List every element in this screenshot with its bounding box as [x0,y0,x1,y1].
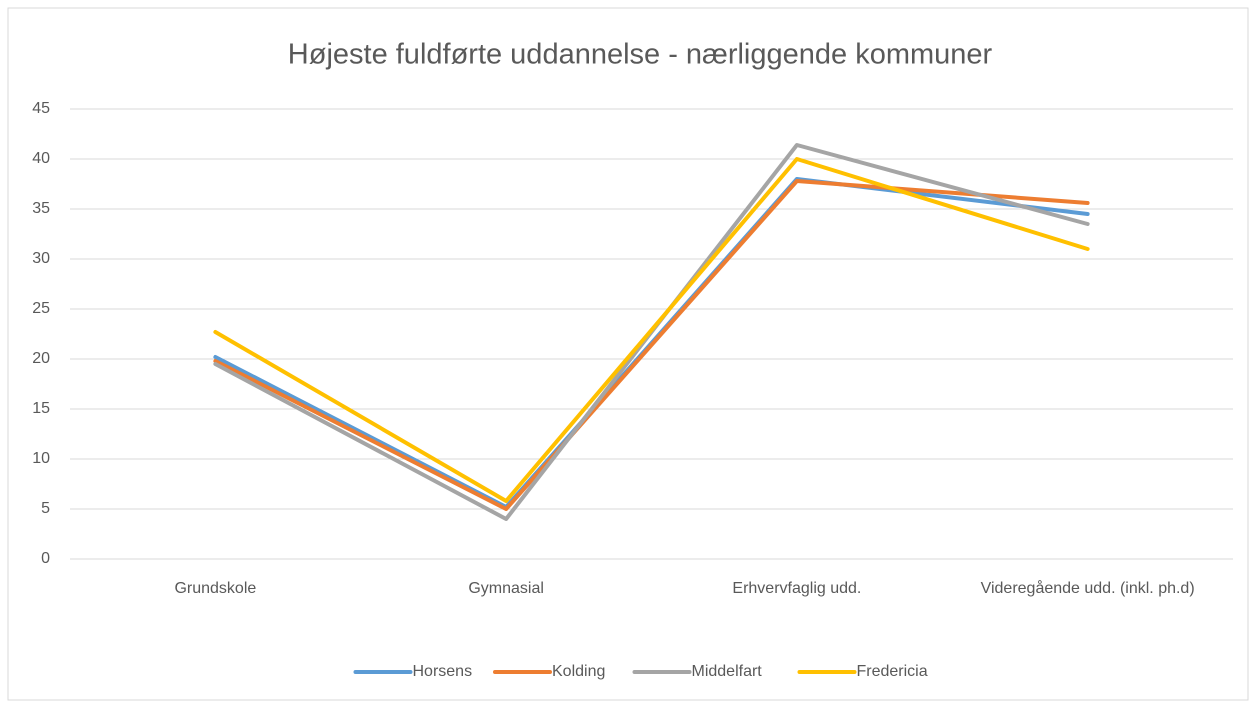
series-line [213,157,1090,503]
chart-border [7,7,1249,701]
x-tick-label: Gymnasial [468,580,544,597]
legend-label: Kolding [552,663,605,680]
y-tick-label: 30 [32,250,50,267]
y-tick-label: 40 [32,150,50,167]
y-tick-label: 35 [32,200,50,217]
series-line [213,179,1090,511]
x-tick-label: Grundskole [174,580,257,597]
legend-label: Fredericia [857,663,928,680]
chart-title: Højeste fuldførte uddannelse - nærliggen… [288,39,993,71]
y-tick-label: 15 [32,400,50,417]
y-tick-label: 20 [32,350,50,367]
x-tick-label: Erhvervfaglig udd. [732,580,862,597]
y-tick-label: 25 [32,300,50,317]
y-tick-label: 10 [32,450,50,467]
y-tick-label: 0 [41,550,50,567]
x-tick-label: Videregående udd. (inkl. ph.d) [980,580,1195,597]
legend-label: Middelfart [692,663,763,680]
y-tick-label: 45 [32,100,50,117]
y-tick-label: 5 [41,500,50,517]
legend-label: Horsens [413,663,473,680]
